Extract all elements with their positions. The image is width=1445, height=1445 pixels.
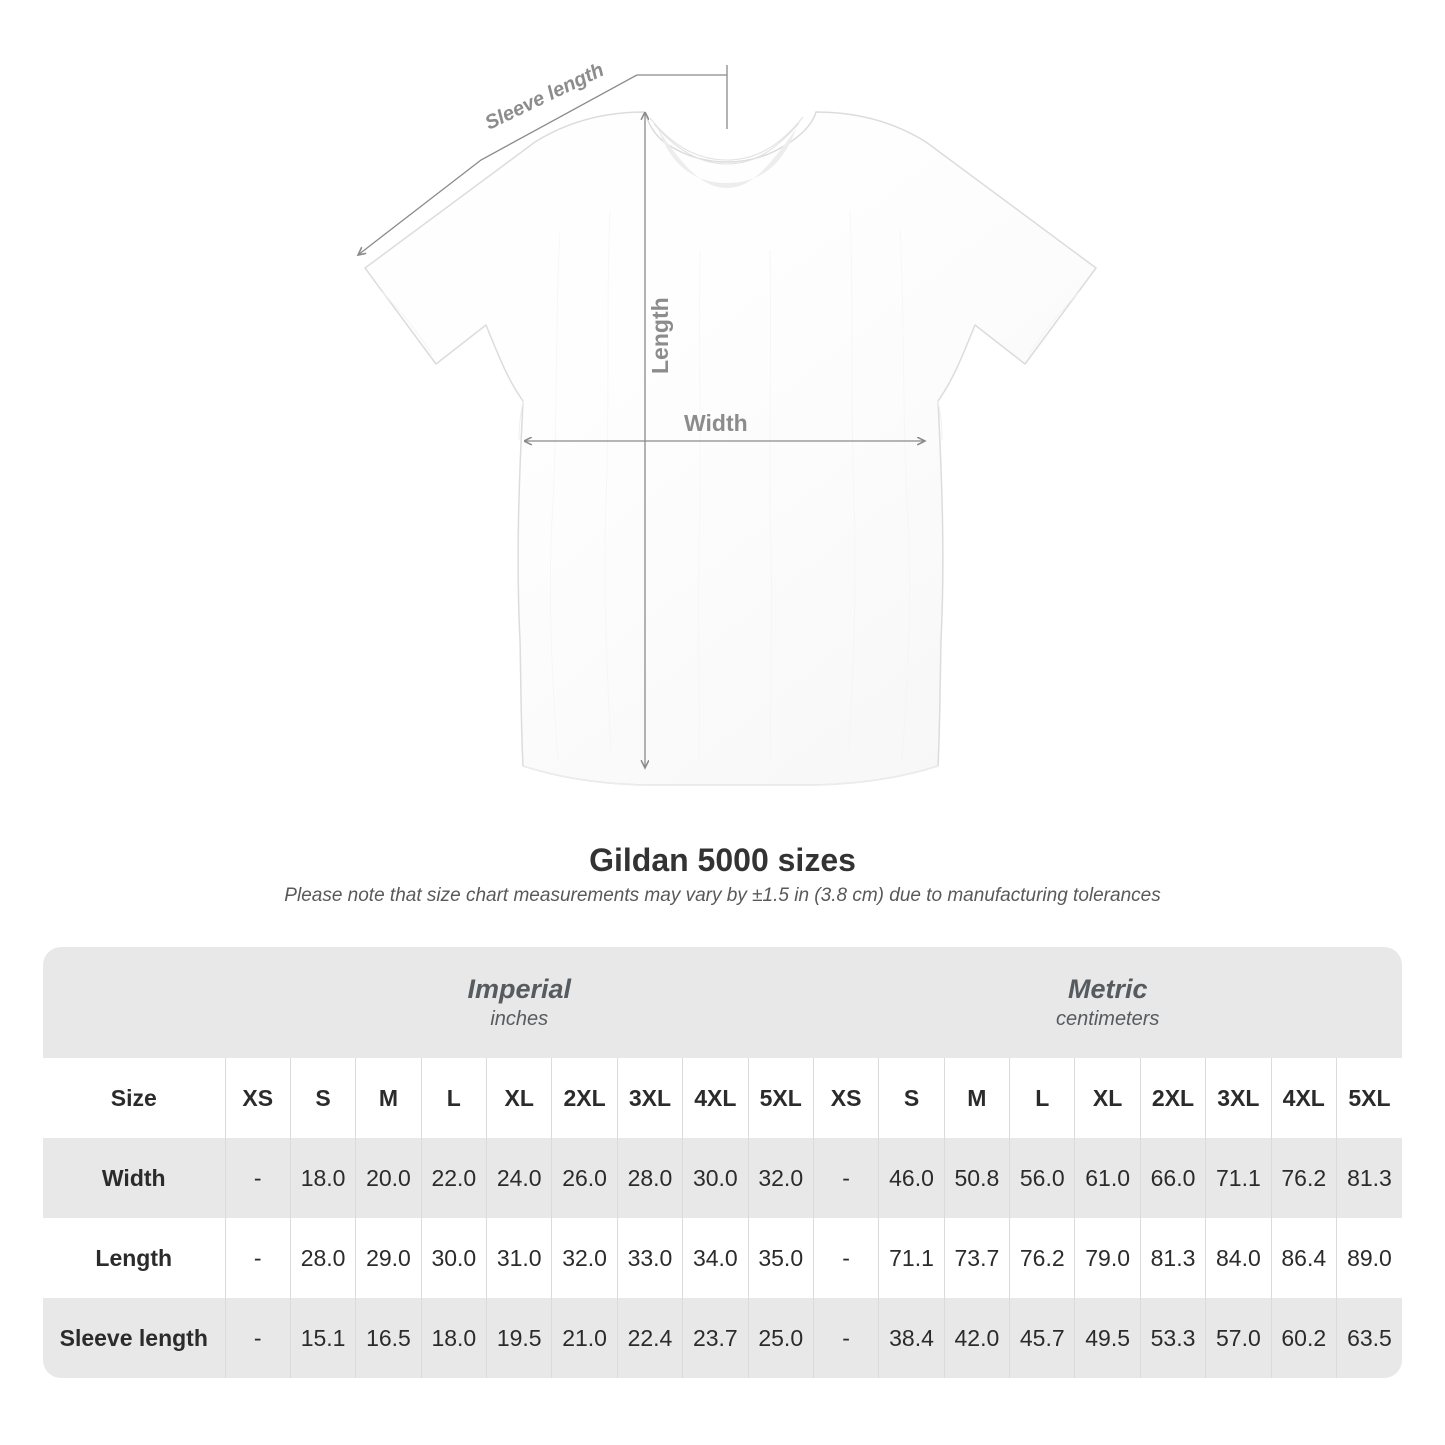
svg-text:Width: Width xyxy=(684,410,748,436)
svg-text:Length: Length xyxy=(647,297,673,374)
